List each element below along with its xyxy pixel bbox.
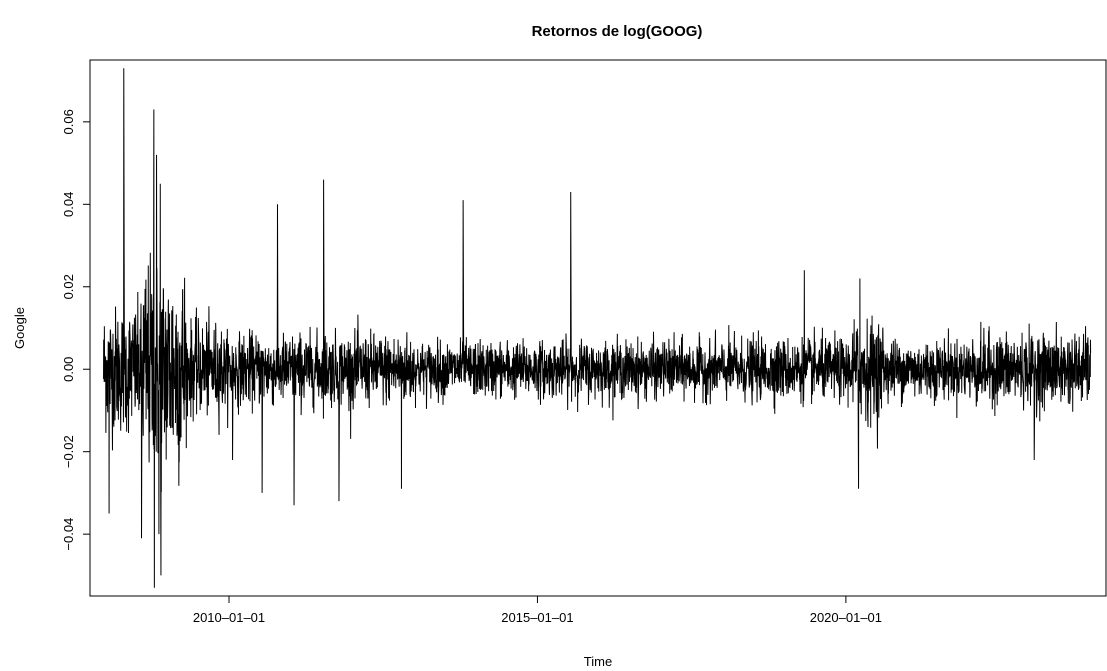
x-axis-label: Time <box>584 654 612 669</box>
x-tick-label: 2010–01–01 <box>193 610 265 625</box>
y-tick-label: 0.06 <box>61 109 76 134</box>
plot-frame <box>89 59 1107 597</box>
chart-title: Retornos de log(GOOG) <box>532 23 703 40</box>
y-tick-label: −0.04 <box>61 518 76 551</box>
y-tick-label: −0.02 <box>61 435 76 468</box>
y-axis: −0.04 −0.02 0.00 0.02 0.04 0.06 <box>61 109 90 551</box>
y-tick-label: 0.04 <box>61 192 76 217</box>
x-tick-label: 2015–01–01 <box>501 610 573 625</box>
y-tick-label: 0.00 <box>61 357 76 382</box>
y-axis-label: Google <box>12 307 27 349</box>
x-axis: 2010–01–01 2015–01–01 2020–01–01 <box>193 596 882 625</box>
y-tick-label: 0.02 <box>61 274 76 299</box>
x-tick-label: 2020–01–01 <box>810 610 882 625</box>
series-line-google-returns <box>103 68 1092 588</box>
